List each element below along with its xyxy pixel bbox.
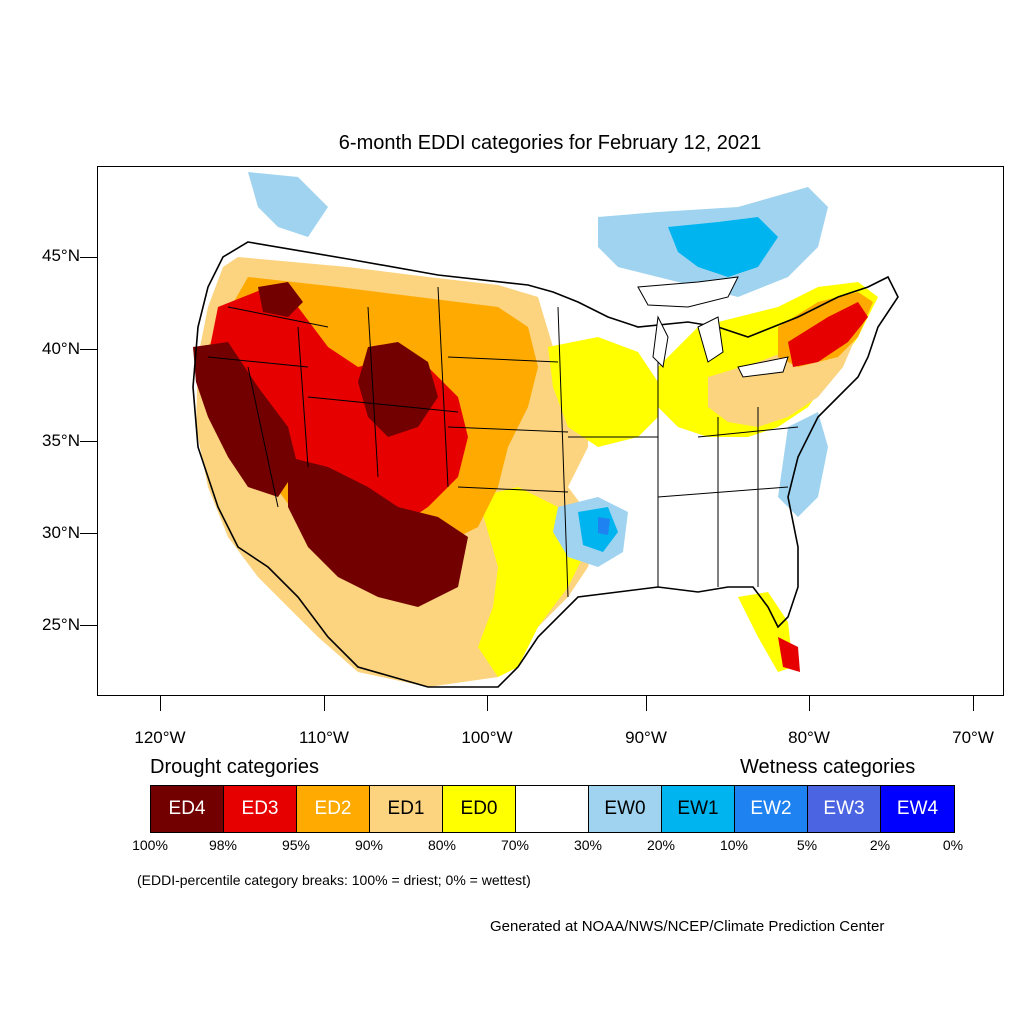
lat-label-35: 35°N — [42, 431, 80, 450]
category-note: (EDDI-percentile category breaks: 100% =… — [137, 872, 531, 888]
legend-box-ed2: ED2 — [297, 786, 370, 832]
lat-label-40: 40°N — [42, 339, 80, 358]
drought-heading: Drought categories — [150, 756, 319, 778]
legend-box-normal — [516, 786, 589, 832]
lat-tick — [80, 533, 97, 534]
lat-tick — [80, 441, 97, 442]
map-title: 6-month EDDI categories for February 12,… — [338, 132, 762, 154]
ew1-region-north — [668, 217, 778, 277]
legend-percentile: 30% — [573, 837, 603, 853]
ew2-region-south — [598, 517, 610, 535]
lat-tick — [80, 625, 97, 626]
ed4-region-southwest — [288, 457, 468, 607]
legend-box-ew0: EW0 — [589, 786, 662, 832]
lon-tick — [160, 696, 161, 711]
great-lakes — [637, 276, 789, 378]
ew0-region-northwest — [248, 172, 328, 237]
ed3-region-florida — [778, 637, 800, 672]
lon-tick — [973, 696, 974, 711]
ed0-region-midwest — [548, 337, 658, 447]
lon-label-70: 70°W — [952, 728, 994, 747]
lon-tick — [324, 696, 325, 711]
ed4-region-rockies — [358, 342, 438, 437]
legend-percentile: 100% — [132, 837, 168, 853]
legend-box-ew3: EW3 — [808, 786, 881, 832]
lat-tick — [80, 257, 97, 258]
ed4-region-california — [193, 342, 298, 497]
legend-box-ew1: EW1 — [662, 786, 735, 832]
wetness-heading: Wetness categories — [740, 756, 916, 778]
legend-box-ew4: EW4 — [881, 786, 954, 832]
ed4-region-oregon — [258, 282, 303, 317]
legend-percentile: 20% — [646, 837, 676, 853]
ed3-region-west — [208, 287, 468, 527]
ed0-region-florida — [738, 592, 793, 672]
ed3-region-ne — [788, 302, 868, 367]
map-frame — [97, 166, 1004, 696]
lon-tick — [646, 696, 647, 711]
lon-label-110: 110°W — [299, 728, 349, 747]
lat-label-30: 30°N — [42, 523, 80, 542]
legend-bar: ED4 ED3 ED2 ED1 ED0 EW0 EW1 EW2 EW3 EW4 — [150, 785, 955, 833]
lon-label-120: 120°W — [134, 728, 186, 747]
legend-box-ew2: EW2 — [735, 786, 808, 832]
lat-tick — [80, 349, 97, 350]
legend-percentile: 0% — [942, 837, 964, 853]
lon-tick — [487, 696, 488, 711]
legend-box-ed0: ED0 — [443, 786, 516, 832]
lat-label-25: 25°N — [42, 615, 80, 634]
lon-tick — [809, 696, 810, 711]
legend-percentile: 95% — [281, 837, 311, 853]
lon-label-80: 80°W — [788, 728, 830, 747]
legend-percentile: 98% — [208, 837, 238, 853]
ew0-region-carolinas — [778, 412, 828, 517]
state-borders — [192, 241, 899, 688]
legend-box-ed4: ED4 — [151, 786, 224, 832]
legend-percentile: 70% — [500, 837, 530, 853]
credit-line: Generated at NOAA/NWS/NCEP/Climate Predi… — [490, 918, 885, 935]
legend-percentile: 80% — [427, 837, 457, 853]
lon-label-100: 100°W — [461, 728, 513, 747]
legend-percentile: 10% — [719, 837, 749, 853]
lon-label-90: 90°W — [625, 728, 667, 747]
eddi-map — [192, 172, 899, 688]
legend-box-ed3: ED3 — [224, 786, 297, 832]
legend-percentile: 5% — [796, 837, 818, 853]
legend-percentile: 90% — [354, 837, 384, 853]
legend-box-ed1: ED1 — [370, 786, 443, 832]
lat-label-45: 45°N — [42, 246, 80, 265]
legend-percentile: 2% — [869, 837, 891, 853]
